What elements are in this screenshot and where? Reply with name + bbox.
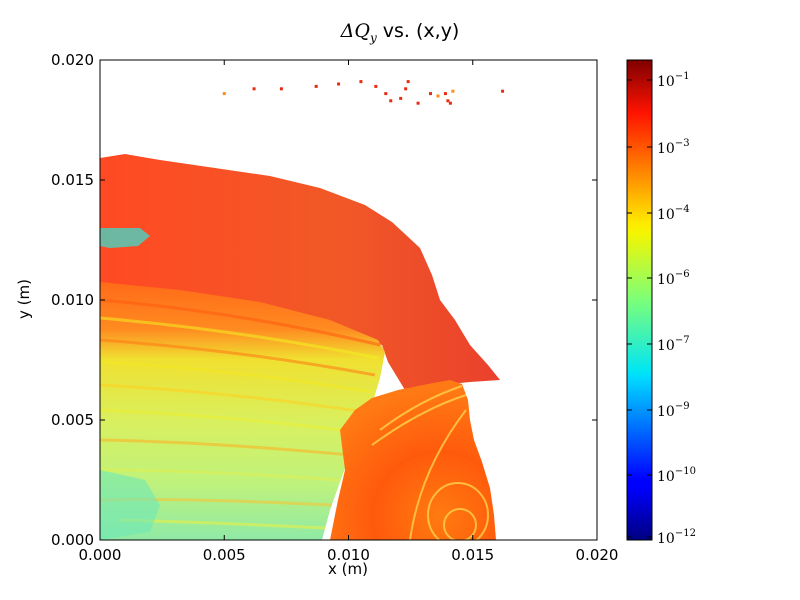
x-axis-label: x (m) <box>328 560 368 578</box>
outlier-point <box>443 92 447 96</box>
low-patch-left-lower <box>100 470 160 540</box>
title-suffix: vs. (x,y) <box>376 20 460 42</box>
outlier-point <box>436 94 440 98</box>
outlier-point <box>374 84 378 88</box>
x-axis-ticks: 0.000 0.005 0.010 0.015 0.020 <box>79 60 619 564</box>
x-tick-label: 0.005 <box>203 546 246 564</box>
x-tick-label: 0.010 <box>327 546 370 564</box>
x-tick-label: 0.015 <box>451 546 494 564</box>
outlier-point <box>222 92 226 96</box>
y-tick-label: 0.020 <box>51 51 94 69</box>
low-patch-left-upper <box>100 228 150 248</box>
colorbar-ticks: 10−1 10−3 10−4 10−6 10−7 10−9 10−10 10−12 <box>627 71 696 547</box>
outlier-point <box>451 89 455 93</box>
colorbar <box>626 59 653 541</box>
colorbar-tick-label: 10−7 <box>657 335 690 354</box>
outlier-point <box>429 92 433 96</box>
colorbar-tick-label: 10−3 <box>657 138 690 157</box>
x-tick-label: 0.020 <box>576 546 619 564</box>
outlier-point <box>384 92 388 96</box>
high-band-region <box>100 154 500 390</box>
colorbar-tick-label: 10−12 <box>657 528 696 547</box>
x-tick-label: 0.000 <box>79 546 122 564</box>
outlier-point <box>416 101 420 105</box>
lobe-rings <box>371 385 489 540</box>
colorbar-tick-label: 10−6 <box>657 269 690 288</box>
outlier-point <box>404 87 408 91</box>
colorbar-tick-label: 10−1 <box>657 71 690 90</box>
outlier-point <box>337 82 341 86</box>
colorbar-tick-label: 10−4 <box>657 204 690 223</box>
outlier-point <box>501 89 505 93</box>
y-axis-ticks: 0.000 0.005 0.010 0.015 0.020 <box>51 51 597 549</box>
outlier-point <box>279 87 283 91</box>
resonance-lobe <box>330 380 496 540</box>
y-axis-label: y (m) <box>15 279 33 319</box>
outlier-point <box>359 80 363 84</box>
heatmap <box>100 154 500 540</box>
chart-title: ΔQy vs. (x,y) <box>0 20 800 45</box>
colorbar-tick-label: 10−9 <box>657 401 690 420</box>
y-tick-label: 0.000 <box>51 531 94 549</box>
outlier-points <box>222 80 505 105</box>
colorbar-tick-label: 10−10 <box>657 466 696 485</box>
outlier-point <box>314 84 318 88</box>
outlier-point <box>389 99 393 103</box>
title-symbol: ΔQ <box>340 20 370 42</box>
outlier-point <box>446 99 450 103</box>
outlier-point <box>406 80 410 84</box>
outlier-point <box>448 101 452 105</box>
y-tick-label: 0.015 <box>51 171 94 189</box>
outlier-point <box>399 96 403 100</box>
y-tick-label: 0.005 <box>51 411 94 429</box>
title-subscript: y <box>369 30 377 45</box>
y-tick-label: 0.010 <box>51 291 94 309</box>
outlier-point <box>252 87 256 91</box>
